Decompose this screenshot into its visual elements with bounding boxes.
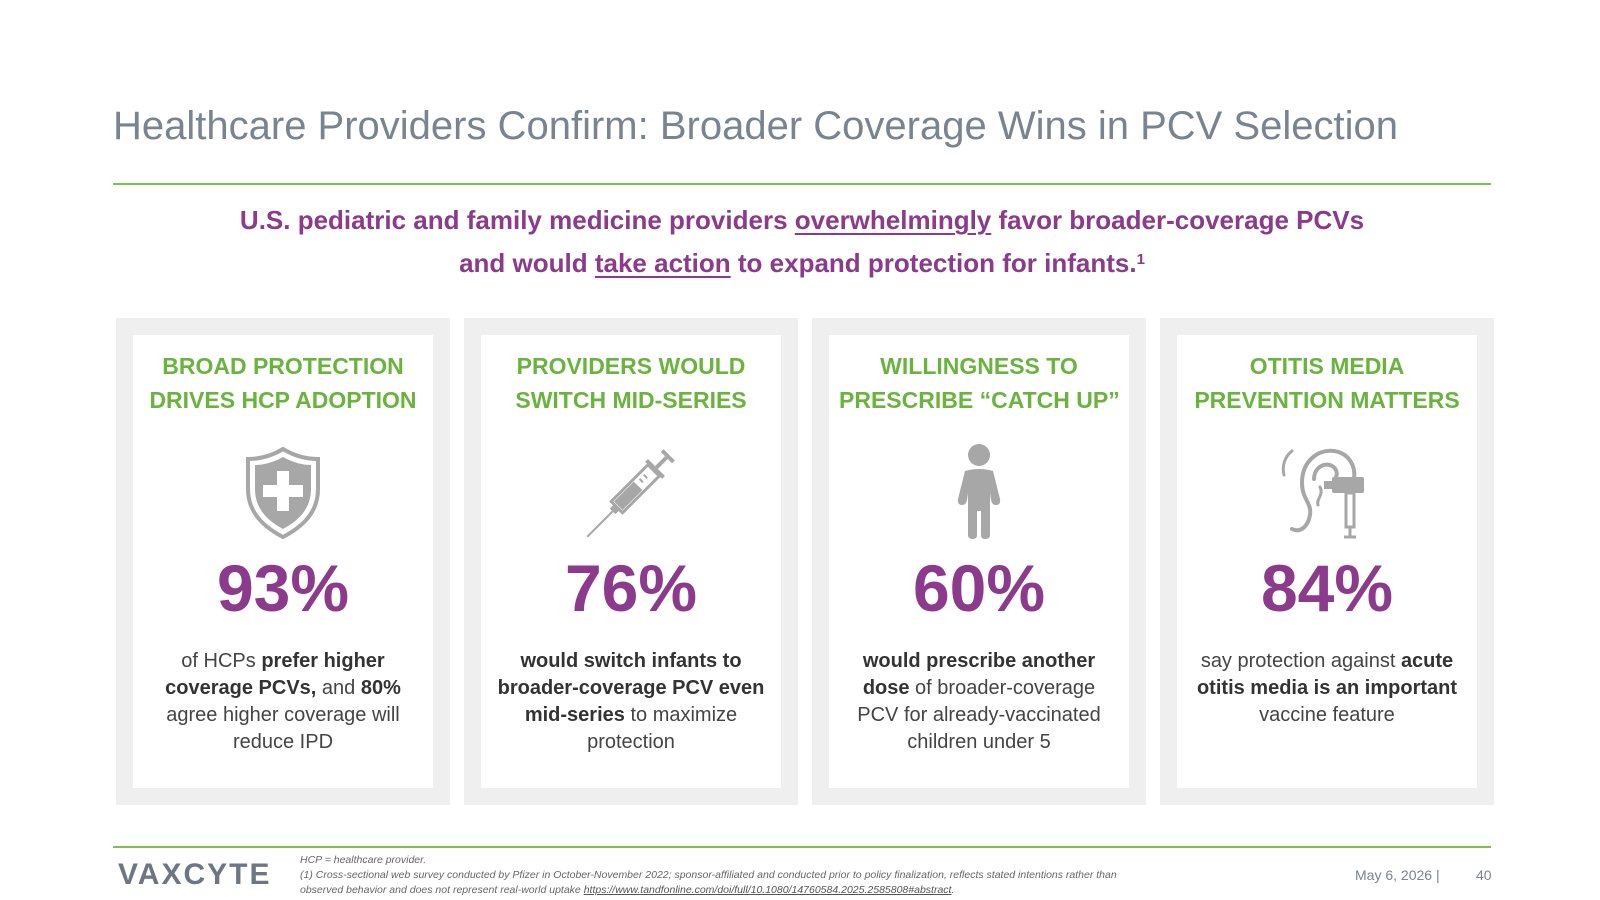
- card-heading-line: PRESCRIBE “CATCH UP”: [839, 387, 1120, 413]
- source-link[interactable]: https://www.tandfonline.com/doi/full/10.…: [583, 884, 952, 896]
- ear-otoscope-icon: [1272, 443, 1382, 543]
- card-heading: BROAD PROTECTION DRIVES HCP ADOPTION: [143, 349, 423, 417]
- subtitle-line-1: U.S. pediatric and family medicine provi…: [113, 199, 1491, 242]
- card-panel: WILLINGNESS TO PRESCRIBE “CATCH UP” 60% …: [829, 335, 1129, 788]
- card-heading-line: PREVENTION MATTERS: [1194, 387, 1460, 413]
- shield-plus-icon: [228, 443, 338, 543]
- card-heading-line: BROAD PROTECTION: [162, 353, 404, 379]
- card-description: say protection against acute otitis medi…: [1193, 648, 1461, 729]
- desc-text: agree higher coverage will reduce IPD: [166, 704, 400, 753]
- card-panel: PROVIDERS WOULD SWITCH MID-SERIES: [481, 335, 781, 788]
- desc-text: to maximize protection: [587, 704, 738, 753]
- desc-text: of broader-coverage PCV for already-vacc…: [857, 677, 1101, 753]
- logo-text: VAXCYTE: [118, 858, 272, 891]
- card-panel: OTITIS MEDIA PREVENTION MATTERS 84%: [1177, 335, 1477, 788]
- stat-card-otitis-media: OTITIS MEDIA PREVENTION MATTERS 84%: [1160, 318, 1494, 805]
- card-description: of HCPs prefer higher coverage PCVs, and…: [149, 648, 417, 756]
- subtitle-text: U.S. pediatric and family medicine provi…: [239, 205, 795, 235]
- desc-text: vaccine feature: [1259, 704, 1395, 726]
- footnote-line: HCP = healthcare provider.: [300, 854, 427, 866]
- card-heading: WILLINGNESS TO PRESCRIBE “CATCH UP”: [839, 349, 1120, 417]
- card-stat-value: 60%: [912, 551, 1046, 625]
- stat-card-switch-mid-series: PROVIDERS WOULD SWITCH MID-SERIES: [464, 318, 798, 805]
- card-description: would prescribe another dose of broader-…: [845, 648, 1113, 756]
- child-icon: [924, 443, 1034, 543]
- page-title: Healthcare Providers Confirm: Broader Co…: [113, 104, 1398, 148]
- desc-text: and: [316, 677, 361, 699]
- card-heading-line: PROVIDERS WOULD: [516, 353, 746, 379]
- stat-cards: BROAD PROTECTION DRIVES HCP ADOPTION 93%…: [116, 318, 1494, 805]
- card-description: would switch infants to broader-coverage…: [497, 648, 765, 756]
- card-heading-line: SWITCH MID-SERIES: [515, 387, 747, 413]
- card-heading-line: WILLINGNESS TO: [880, 353, 1078, 379]
- footnotes: HCP = healthcare provider. (1) Cross-sec…: [300, 853, 1230, 898]
- slide-date: May 6, 2026 |: [1355, 867, 1440, 883]
- syringe-icon: [576, 443, 686, 543]
- desc-emphasis: prefer higher coverage PCVs,: [165, 650, 385, 699]
- title-divider: [113, 183, 1491, 185]
- desc-text: of HCPs: [181, 650, 262, 672]
- page-number: 40: [1476, 867, 1492, 883]
- card-stat-value: 93%: [216, 551, 350, 625]
- desc-text: say protection against: [1200, 650, 1401, 672]
- card-heading: PROVIDERS WOULD SWITCH MID-SERIES: [491, 349, 771, 417]
- footnote-text: observed behavior and does not represent…: [300, 884, 584, 896]
- desc-emphasis: would prescribe another dose: [862, 650, 1096, 699]
- subtitle-text: and would: [459, 248, 595, 278]
- subtitle-emphasis: take action: [594, 248, 731, 278]
- footnote-marker: 1: [1136, 251, 1145, 268]
- subtitle-line-2: and would take action to expand protecti…: [113, 242, 1491, 285]
- card-heading-line: DRIVES HCP ADOPTION: [149, 387, 417, 413]
- subtitle-text: to expand protection for infants.: [730, 248, 1137, 278]
- subtitle-text: favor broader-coverage PCVs: [991, 205, 1365, 235]
- stat-card-broad-protection: BROAD PROTECTION DRIVES HCP ADOPTION 93%…: [116, 318, 450, 805]
- slide-subtitle: U.S. pediatric and family medicine provi…: [113, 199, 1491, 285]
- desc-emphasis: 80%: [360, 677, 401, 699]
- card-heading-line: OTITIS MEDIA: [1249, 353, 1405, 379]
- footnote-text: .: [951, 884, 955, 896]
- footnote-line: (1) Cross-sectional web survey conducted…: [300, 869, 1117, 881]
- subtitle-emphasis: overwhelmingly: [794, 205, 992, 235]
- card-panel: BROAD PROTECTION DRIVES HCP ADOPTION 93%…: [133, 335, 433, 788]
- card-stat-value: 84%: [1260, 551, 1394, 625]
- company-logo: VAXCYTE: [118, 858, 271, 892]
- desc-emphasis: would switch infants to broader-coverage…: [497, 650, 765, 726]
- footer-divider: [113, 846, 1491, 848]
- desc-emphasis: acute otitis media is an important: [1196, 650, 1458, 699]
- card-heading: OTITIS MEDIA PREVENTION MATTERS: [1187, 349, 1467, 417]
- stat-card-catch-up: WILLINGNESS TO PRESCRIBE “CATCH UP” 60% …: [812, 318, 1146, 805]
- footnote-line: observed behavior and does not represent…: [300, 883, 1230, 898]
- card-stat-value: 76%: [564, 551, 698, 625]
